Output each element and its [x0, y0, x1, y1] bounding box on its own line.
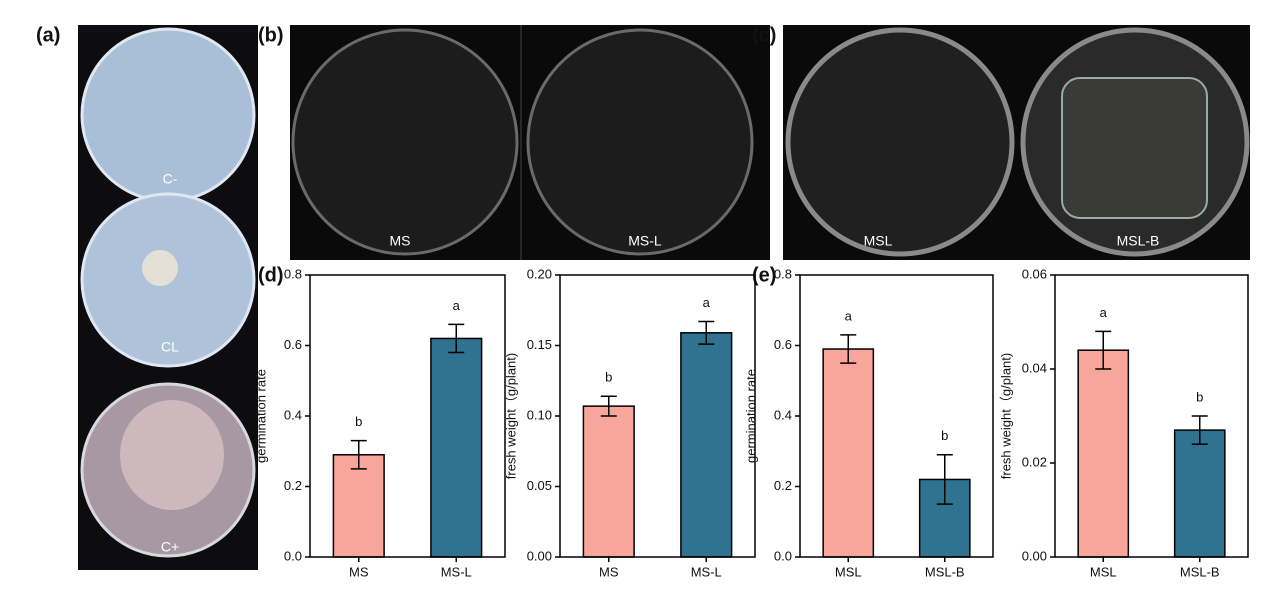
bar	[582, 405, 635, 558]
plate-label: MS-L	[628, 233, 662, 249]
error-bar	[936, 454, 953, 505]
y-tick-label: 0.20	[527, 266, 552, 281]
significance-letter: b	[1196, 389, 1203, 404]
significance-letter: b	[941, 428, 948, 443]
y-axis-label: fresh weight（g/plant)	[998, 353, 1013, 479]
significance-letter: a	[703, 295, 711, 310]
significance-letter: a	[453, 298, 461, 313]
error-bar	[600, 395, 617, 417]
x-tick-label: MS-L	[441, 564, 472, 579]
petri-dish	[526, 28, 754, 256]
plate-label: C-	[163, 171, 178, 187]
y-tick-label: 0.4	[284, 407, 302, 422]
y-tick-label: 0.06	[1022, 266, 1047, 281]
bar	[822, 348, 875, 558]
plate-label: CL	[161, 339, 179, 355]
plate-label: MSL-B	[1117, 233, 1160, 249]
panel-label: (d)	[258, 264, 284, 286]
plate-label: C+	[161, 539, 179, 555]
error-bar	[448, 323, 465, 354]
y-tick-label: 0.8	[284, 266, 302, 281]
y-tick-label: 0.10	[527, 407, 552, 422]
x-tick-label: MSL	[1090, 564, 1117, 579]
colony	[142, 250, 178, 286]
y-tick-label: 0.6	[284, 337, 302, 352]
bar	[332, 454, 385, 558]
y-axis-label: germination rate	[253, 369, 268, 463]
y-tick-label: 0.8	[774, 266, 792, 281]
significance-letter: b	[605, 370, 612, 385]
x-tick-label: MSL-B	[1180, 564, 1220, 579]
panel-label: (a)	[36, 24, 60, 46]
y-tick-label: 0.2	[774, 478, 792, 493]
plot-frame	[309, 274, 506, 558]
plot-frame	[559, 274, 756, 558]
plate-label: MSL	[864, 233, 893, 249]
plot-frame	[1054, 274, 1249, 558]
y-axis-label: germination rate	[743, 369, 758, 463]
y-tick-label: 0.04	[1022, 360, 1047, 375]
x-tick-label: MS	[349, 564, 369, 579]
plate-label: MS	[390, 233, 411, 249]
plot-frame	[799, 274, 994, 558]
significance-letter: b	[355, 414, 362, 429]
significance-letter: a	[1100, 305, 1108, 320]
y-tick-label: 0.05	[527, 478, 552, 493]
colony	[120, 400, 224, 510]
y-tick-label: 0.6	[774, 337, 792, 352]
x-tick-label: MSL-B	[925, 564, 965, 579]
y-tick-label: 0.00	[1022, 548, 1047, 563]
y-tick-label: 0.00	[527, 548, 552, 563]
error-bar	[698, 320, 715, 345]
panel-label: (b)	[258, 24, 284, 46]
bar	[430, 337, 483, 558]
petri-dish	[291, 28, 519, 256]
error-bar	[1095, 330, 1112, 370]
bar	[1077, 349, 1130, 558]
y-tick-label: 0.4	[774, 407, 792, 422]
error-bar	[1191, 415, 1208, 445]
x-tick-label: MSL	[835, 564, 862, 579]
error-bar	[350, 439, 367, 470]
bar	[1173, 429, 1226, 558]
panel-label: (e)	[752, 264, 776, 286]
y-tick-label: 0.15	[527, 337, 552, 352]
error-bar	[840, 334, 857, 364]
panel-label: (c)	[752, 24, 776, 46]
y-tick-label: 0.0	[774, 548, 792, 563]
y-tick-label: 0.02	[1022, 454, 1047, 469]
biofilm	[1061, 77, 1208, 219]
y-tick-label: 0.0	[284, 548, 302, 563]
x-tick-label: MS-L	[691, 564, 722, 579]
y-axis-label: fresh weight（g/plant)	[503, 353, 518, 479]
significance-letter: a	[845, 308, 853, 323]
x-tick-label: MS	[599, 564, 619, 579]
bar	[680, 332, 733, 558]
petri-dish	[785, 27, 1015, 257]
y-tick-label: 0.2	[284, 478, 302, 493]
